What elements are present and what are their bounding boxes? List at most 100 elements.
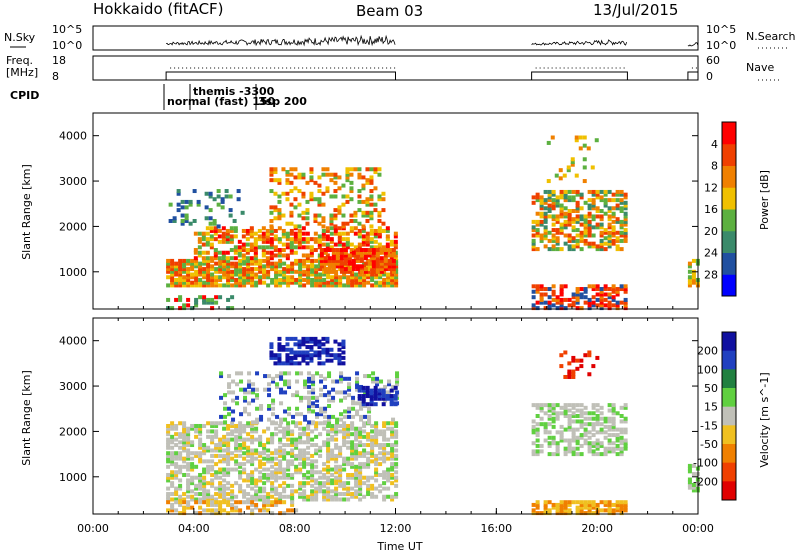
heatmap-cell [186, 481, 191, 486]
heatmap-cell [209, 256, 214, 261]
heatmap-cell [282, 275, 287, 280]
heatmap-cell [273, 228, 278, 233]
heatmap-cell [393, 402, 398, 407]
heatmap-cell [254, 489, 259, 494]
heatmap-cell [319, 253, 324, 258]
heatmap-cell [262, 445, 267, 450]
heatmap-cell [247, 390, 252, 395]
heatmap-cell [257, 228, 262, 233]
heatmap-cell [346, 456, 351, 461]
heatmap-cell [375, 250, 380, 255]
heatmap-cell [555, 247, 560, 252]
heatmap-cell [283, 382, 288, 387]
heatmap-cell [230, 275, 235, 280]
heatmap-cell [166, 497, 171, 502]
heatmap-cell [559, 500, 564, 505]
heatmap-cell [346, 475, 351, 480]
heatmap-cell [390, 475, 395, 480]
heatmap-cell [262, 497, 267, 502]
heatmap-cell [251, 390, 256, 395]
heatmap-cell [214, 497, 219, 502]
heatmap-cell [234, 445, 239, 450]
heatmap-cell [547, 508, 552, 513]
heatmap-cell [607, 438, 612, 443]
heatmap-cell [579, 364, 584, 369]
heatmap-cell [306, 437, 311, 442]
heatmap-cell [209, 237, 214, 242]
heatmap-cell [595, 297, 600, 302]
heatmap-cell [210, 306, 215, 311]
heatmap-cell [269, 345, 274, 350]
heatmap-cell [329, 172, 334, 177]
heatmap-cell [623, 236, 628, 241]
heatmap-cell [309, 167, 314, 172]
heatmap-cell [206, 267, 211, 272]
heatmap-cell [214, 475, 219, 480]
heatmap-cell [286, 467, 291, 472]
heatmap-cell [234, 437, 239, 442]
heatmap-cell [271, 379, 276, 384]
heatmap-cell [278, 494, 283, 499]
heatmap-cell [587, 284, 592, 289]
heatmap-cell [366, 483, 371, 488]
heatmap-cell [334, 445, 339, 450]
heatmap-cell [186, 448, 191, 453]
heatmap-cell [274, 432, 279, 437]
heatmap-cell [285, 178, 290, 183]
heatmap-cell [278, 511, 283, 516]
heatmap-cell [386, 456, 391, 461]
heatmap-cell [174, 261, 179, 266]
heatmap-cell [555, 411, 560, 416]
heatmap-cell [350, 443, 355, 448]
heatmap-cell [378, 483, 383, 488]
heatmap-cell [361, 175, 366, 180]
heatmap-cell [375, 248, 380, 253]
heatmap-cell [266, 494, 271, 499]
heatmap-cell [186, 283, 191, 288]
heatmap-cell [329, 347, 334, 352]
heatmap-cell [330, 478, 335, 483]
heatmap-cell [539, 195, 544, 200]
heatmap-cell [317, 353, 322, 358]
heatmap-cell [298, 258, 303, 263]
heatmap-cell [236, 197, 241, 202]
heatmap-cell [607, 502, 612, 507]
heatmap-cell [571, 500, 576, 505]
heatmap-cell [289, 167, 294, 172]
heatmap-cell [377, 226, 382, 231]
heatmap-cell [390, 462, 395, 467]
heatmap-cell [273, 208, 278, 213]
heatmap-cell [390, 443, 395, 448]
heatmap-cell [373, 391, 378, 396]
heatmap-cell [186, 267, 191, 272]
heatmap-cell [238, 277, 243, 282]
heatmap-cell [278, 445, 283, 450]
heatmap-cell [214, 283, 219, 288]
heatmap-cell [186, 462, 191, 467]
heatmap-cell [218, 486, 223, 491]
heatmap-cell [182, 464, 187, 469]
heatmap-cell [623, 214, 628, 219]
heatmap-cell [277, 237, 282, 242]
heatmap-cell [579, 414, 584, 418]
heatmap-cell [170, 505, 175, 510]
heatmap-cell [274, 489, 279, 494]
heatmap-cell [234, 505, 239, 510]
heatmap-cell [290, 275, 295, 280]
heatmap-cell [369, 175, 374, 180]
heatmap-cell [182, 432, 187, 437]
heatmap-cell [607, 244, 612, 249]
heatmap-cell [326, 429, 331, 434]
heatmap-cell [186, 483, 191, 488]
heatmap-cell [355, 258, 360, 263]
heatmap-cell [309, 178, 314, 183]
heatmap-cell [334, 426, 339, 431]
heatmap-cell [266, 437, 271, 442]
heatmap-cell [571, 414, 576, 418]
heatmap-cell [258, 451, 263, 456]
heatmap-cell [237, 239, 242, 244]
heatmap-cell [250, 277, 255, 282]
heatmap-cell [202, 275, 207, 280]
heatmap-cell [619, 414, 624, 418]
heatmap-cell [347, 382, 352, 387]
